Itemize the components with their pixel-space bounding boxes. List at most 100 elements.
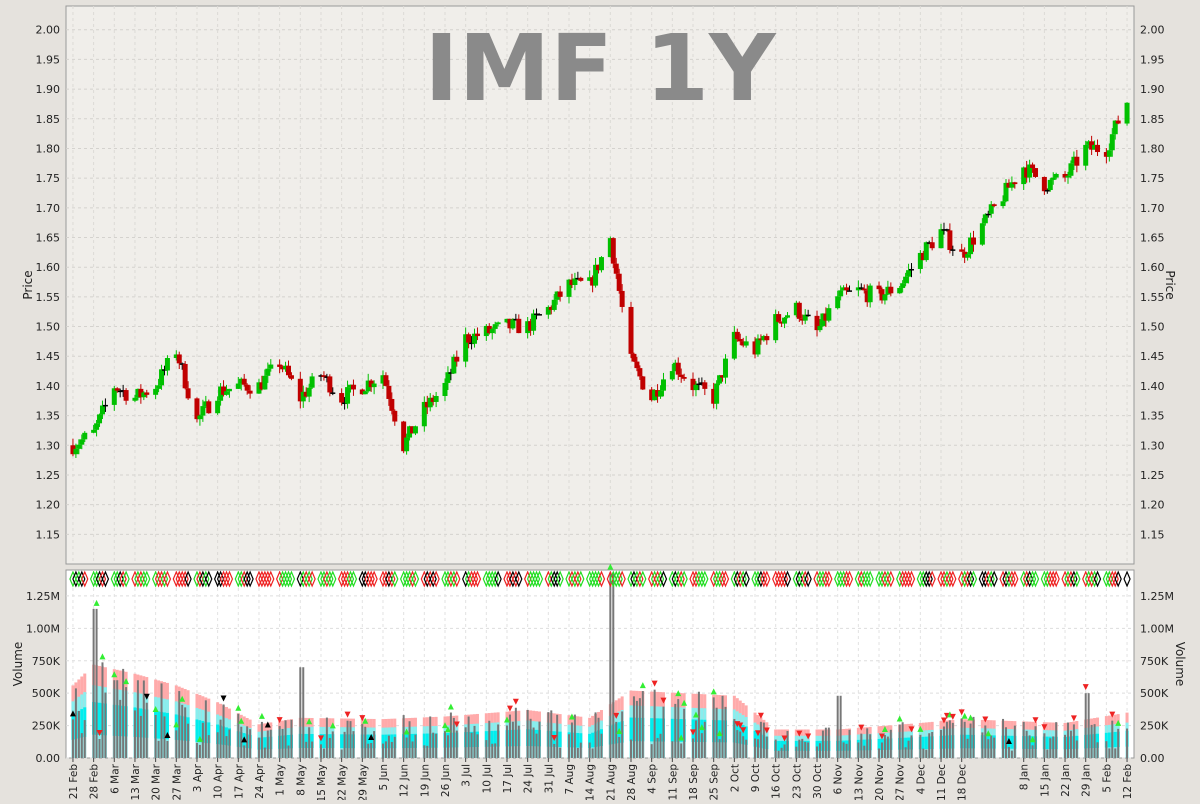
signal-diamond [337, 570, 346, 588]
volume-bar [1028, 735, 1031, 758]
volume-bar [532, 727, 535, 758]
signal-marker [690, 729, 697, 736]
signal-diamond [606, 570, 614, 588]
signal-diamond [154, 570, 163, 588]
candle-body [867, 285, 873, 303]
price-tick-label: 1.75 [1140, 172, 1165, 185]
signal-diamond [467, 570, 476, 588]
signal-diamond [329, 570, 337, 588]
price-tick-label: 1.50 [36, 321, 61, 334]
volume-bar [322, 748, 325, 758]
price-tick-label: 1.20 [36, 499, 61, 512]
signal-diamond [763, 570, 771, 588]
volume-bar [485, 740, 488, 758]
band-inner [579, 733, 583, 748]
volume-bar [948, 720, 951, 758]
band-inner [157, 711, 161, 739]
candle-body [256, 382, 262, 394]
volume-left-tick-labels: 0.00 250K 500K 750K 1.00M 1.25M [26, 590, 61, 765]
volume-bar [505, 725, 508, 758]
volume-bar [408, 721, 411, 758]
band-inner [422, 733, 426, 748]
signal-diamond [284, 570, 293, 588]
volume-bar [910, 735, 913, 758]
signal-diamond [568, 570, 576, 588]
signal-diamond [193, 570, 201, 588]
signal-diamond [653, 570, 662, 588]
signal-diamond [978, 570, 987, 588]
signal-diamond [937, 570, 945, 588]
signal-diamond [1002, 570, 1010, 588]
x-tick-label: 25 Sep [709, 764, 721, 800]
candle-body [97, 414, 103, 424]
signal-diamond [470, 570, 479, 588]
price-tick-label: 1.25 [1140, 469, 1165, 482]
candle-body [575, 277, 581, 280]
candle-body [206, 401, 212, 414]
band-inner [921, 736, 925, 750]
volume-bar [600, 733, 603, 758]
candle-body [161, 369, 167, 371]
candle-body [903, 276, 909, 284]
candle-body [660, 379, 666, 391]
volume-bar [816, 746, 819, 758]
band-inner [659, 718, 663, 742]
candle-body [327, 376, 333, 393]
candle-body [531, 313, 537, 331]
band-inner [670, 718, 674, 742]
x-tick-label: 13 Mar [130, 763, 142, 800]
signal-diamond [615, 570, 623, 588]
volume-bar [889, 729, 892, 758]
candle-body [283, 365, 289, 370]
candle-body [1053, 173, 1059, 178]
candle-body [1086, 141, 1092, 145]
candle-body [888, 286, 894, 294]
candle-body [404, 437, 410, 452]
candle-body [114, 388, 120, 391]
signal-marker [1115, 719, 1122, 726]
band-inner [263, 737, 267, 750]
volume-bar [618, 736, 621, 758]
x-tick-label: 24 Jul [523, 764, 535, 793]
candle-body [598, 257, 604, 271]
volume-bar [260, 721, 263, 758]
volume-bar [367, 743, 370, 758]
volume-bar [1064, 734, 1067, 758]
volume-bar [476, 734, 479, 758]
signal-marker [99, 653, 106, 660]
signal-diamond [202, 570, 210, 588]
candle-body [885, 286, 891, 295]
candle-body [492, 324, 498, 329]
candle-body [929, 242, 935, 249]
volume-bar [98, 739, 101, 758]
signal-diamond [160, 570, 169, 588]
candle-body [982, 214, 988, 224]
signal-diamond [72, 570, 80, 588]
x-tick-labels: 21 Feb 28 Feb 6 Mar 13 Mar 20 Mar 27 Mar 3 Apr… [68, 758, 1134, 802]
candle-body [941, 229, 947, 231]
candle-body [844, 287, 850, 291]
volume-bar [680, 743, 683, 758]
signal-marker [757, 712, 764, 719]
candle-body [383, 375, 389, 386]
volume-bar [187, 723, 190, 758]
volume-bar [694, 720, 697, 758]
candle-body [826, 308, 832, 321]
band-inner [576, 732, 580, 748]
signal-diamond [881, 570, 889, 588]
signal-diamond [1093, 570, 1102, 588]
candle-body [897, 287, 903, 294]
x-tick-label: 4 Dec [915, 764, 927, 795]
signal-diamond [701, 570, 709, 588]
price-tick-label: 1.65 [36, 232, 61, 245]
signal-diamond [795, 570, 803, 588]
signal-diamond [650, 570, 659, 588]
signal-diamond [1028, 570, 1037, 588]
volume-bar [1075, 740, 1078, 758]
signal-diamond [1011, 570, 1019, 588]
signal-marker [710, 688, 717, 695]
volume-bar [302, 667, 305, 758]
x-tick-label: 23 Oct [791, 764, 803, 799]
volume-bar [402, 715, 405, 758]
volume-bar [470, 732, 473, 758]
